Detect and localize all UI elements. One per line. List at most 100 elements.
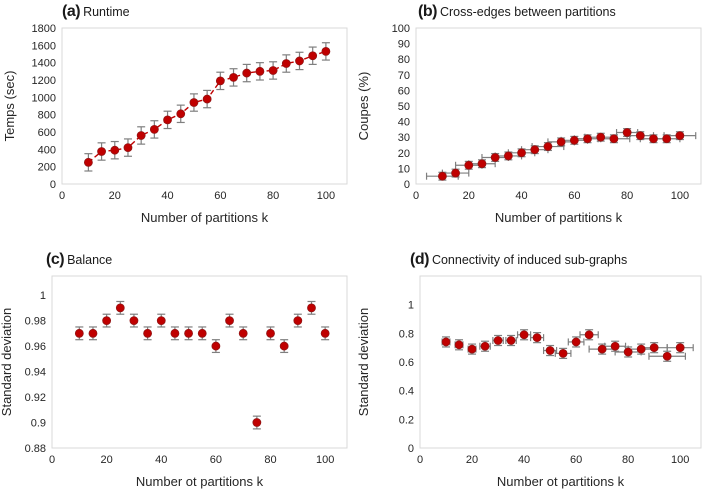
data-point <box>584 330 594 340</box>
data-point <box>622 128 632 137</box>
y-tick-label: 0.8 <box>399 328 414 340</box>
x-axis-title: Number of partitions k <box>141 210 269 225</box>
x-tick-label: 20 <box>101 454 113 466</box>
data-point <box>662 351 672 361</box>
data-point <box>610 341 620 351</box>
data-point <box>229 73 238 82</box>
data-point <box>266 328 275 338</box>
x-axis-title: Number ot partitions k <box>136 474 264 489</box>
y-tick-label: 0.92 <box>25 392 46 404</box>
data-point <box>321 46 331 56</box>
x-tick-label: 60 <box>210 454 222 466</box>
data-point <box>556 137 566 147</box>
data-point <box>493 336 503 345</box>
x-tick-label: 100 <box>671 190 689 202</box>
y-tick-label: 1200 <box>32 75 56 87</box>
data-point <box>293 316 303 325</box>
y-axis-title: Temps (sec) <box>2 71 17 142</box>
x-tick-label: 0 <box>413 190 419 202</box>
chart-b-cross-edges-plot: 0 10 20 30 40 50 60 70 80 90 100 0 20 40 60 80 100 Number… <box>356 23 702 225</box>
data-point <box>558 349 568 358</box>
y-tick-label: 200 <box>38 162 56 174</box>
x-tick-label: 80 <box>622 454 634 466</box>
y-tick-label: 0 <box>50 179 56 191</box>
data-point <box>268 66 278 75</box>
data-point <box>490 153 500 162</box>
x-tick-label: 20 <box>463 190 475 202</box>
x-tick-label: 0 <box>49 454 55 466</box>
data-point <box>467 344 477 354</box>
data-point <box>295 56 304 66</box>
data-point <box>635 131 645 141</box>
panel-d-tag: (d) <box>410 251 429 268</box>
y-tick-label: 1800 <box>32 23 56 35</box>
data-point <box>437 171 447 181</box>
panel-a-tag: (a) <box>62 3 81 20</box>
chart-d-connectivity-plot: 0 0.2 0.4 0.6 0.8 1 0 20 40 60 80 100 Number ot part… <box>356 275 702 489</box>
y-tick-label: 0 <box>404 179 410 191</box>
x-tick-label: 60 <box>570 454 582 466</box>
chart-c-balance-plot: 0.88 0.9 0.92 0.94 0.96 0.98 1 0 20 40 60 80 100 Numb… <box>0 275 348 489</box>
data-point <box>675 343 685 353</box>
y-tick-label: 800 <box>38 110 56 122</box>
y-tick-label: 1 <box>408 300 414 312</box>
y-tick-label: 80 <box>398 54 410 66</box>
plot-area-border <box>51 275 348 449</box>
chart-a-runtime-plot: 0 200 400 600 800 1000 1200 1400 1600 1800 0 20 40 60… <box>2 23 348 225</box>
data-point <box>506 336 516 345</box>
data-point <box>83 157 93 167</box>
data-point <box>238 328 248 338</box>
data-point <box>532 333 542 343</box>
y-tick-label: 0.4 <box>399 386 414 398</box>
data-point <box>454 340 464 350</box>
x-tick-label: 40 <box>161 190 173 202</box>
data-point <box>143 328 153 338</box>
y-tick-label: 1000 <box>32 92 56 104</box>
data-point <box>675 131 685 141</box>
y-axis-title: Standard deviation <box>0 308 14 416</box>
x-axis-title: Number of partitions k <box>495 210 623 225</box>
data-point <box>156 316 166 325</box>
data-point <box>503 151 513 161</box>
data-point <box>202 94 212 104</box>
data-point <box>170 328 180 338</box>
plot-area-border <box>419 275 702 449</box>
y-tick-label: 100 <box>392 23 410 35</box>
data-point <box>211 341 221 351</box>
data-point <box>242 68 252 78</box>
data-point <box>88 328 98 338</box>
y-tick-label: 0.98 <box>25 316 46 328</box>
x-tick-label: 60 <box>568 190 580 202</box>
y-tick-label: 40 <box>398 117 410 129</box>
data-point <box>197 328 207 338</box>
panel-c-tag: (c) <box>46 251 65 268</box>
x-tick-label: 0 <box>417 454 423 466</box>
data-point <box>320 328 330 338</box>
x-tick-label: 60 <box>214 190 226 202</box>
panel-a-runtime: (a) Runtime 0 200 400 600 800 1000 1200 1400 160… <box>0 0 354 248</box>
panel-a-title: (a) Runtime <box>0 0 354 22</box>
y-tick-label: 0.94 <box>25 367 46 379</box>
x-tick-label: 80 <box>267 190 279 202</box>
panel-b-title: (b) Cross-edges between partitions <box>354 0 708 22</box>
y-tick-label: 10 <box>398 163 410 175</box>
data-point <box>451 168 460 178</box>
x-tick-label: 80 <box>621 190 633 202</box>
data-point <box>569 135 579 145</box>
data-point <box>149 125 159 134</box>
data-point <box>583 134 592 144</box>
panel-c-title: (c) Balance <box>0 248 354 270</box>
x-tick-label: 40 <box>518 454 530 466</box>
y-axis-title: Standard deviation <box>356 308 371 416</box>
data-point <box>517 148 526 158</box>
x-tick-label: 100 <box>317 190 335 202</box>
plot-area-border <box>415 27 702 185</box>
data-point <box>110 145 120 155</box>
data-point <box>571 337 581 347</box>
x-tick-label: 100 <box>316 454 334 466</box>
y-tick-label: 50 <box>398 101 410 113</box>
data-point <box>596 132 606 142</box>
y-tick-label: 90 <box>398 39 410 51</box>
y-tick-label: 60 <box>398 85 410 97</box>
panel-c-label: Balance <box>67 253 113 267</box>
